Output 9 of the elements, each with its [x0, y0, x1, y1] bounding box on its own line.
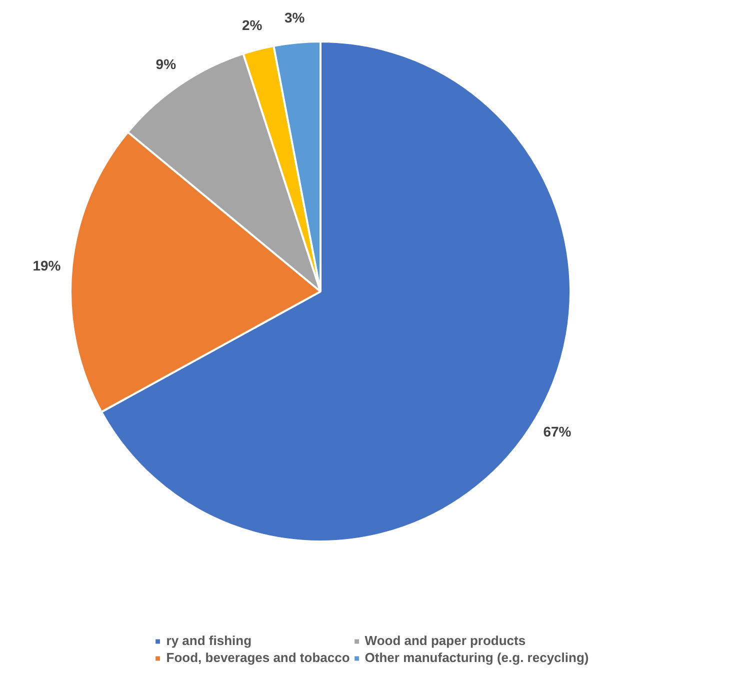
data-label: 2%: [242, 17, 263, 34]
data-label: 9%: [156, 56, 177, 72]
legend-label: Wood and paper products: [364, 633, 526, 648]
data-label: 19%: [32, 258, 62, 274]
legend-label: Food, beverages and tobacco: [166, 650, 350, 665]
legend-label: Other manufacturing (e.g. recycling): [364, 650, 589, 665]
legend-label: ry and fishing: [166, 633, 252, 648]
data-label: 3%: [284, 10, 306, 26]
data-label: 67%: [543, 423, 572, 440]
